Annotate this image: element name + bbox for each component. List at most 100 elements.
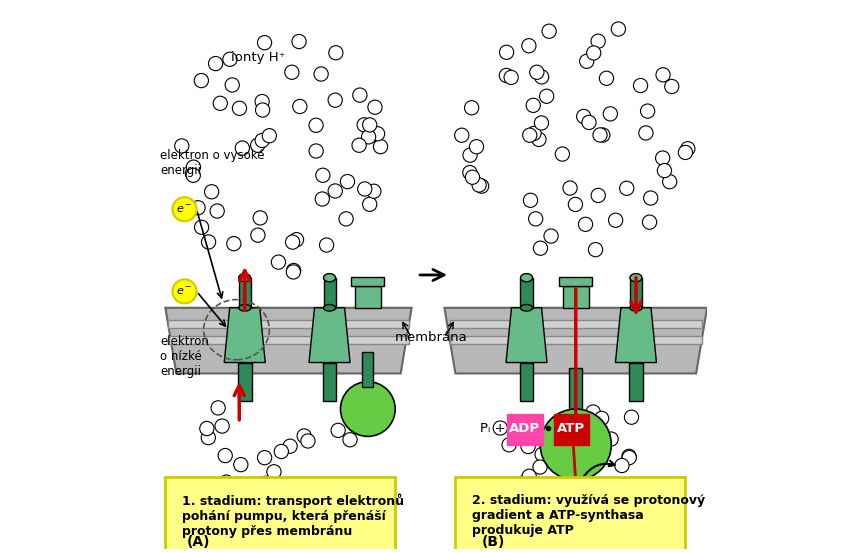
Circle shape xyxy=(540,409,611,480)
Circle shape xyxy=(622,449,636,464)
Circle shape xyxy=(539,89,554,103)
Circle shape xyxy=(586,405,600,419)
Circle shape xyxy=(593,128,607,142)
Bar xyxy=(630,278,642,308)
Circle shape xyxy=(257,35,271,50)
Bar xyxy=(238,278,251,308)
Circle shape xyxy=(665,79,679,94)
Circle shape xyxy=(191,200,205,215)
Circle shape xyxy=(293,99,307,114)
Circle shape xyxy=(251,138,264,152)
Circle shape xyxy=(235,141,250,155)
Circle shape xyxy=(469,140,484,154)
Circle shape xyxy=(623,450,636,465)
Circle shape xyxy=(599,71,614,86)
Circle shape xyxy=(596,128,610,142)
Ellipse shape xyxy=(323,274,336,282)
Text: $e^-$: $e^-$ xyxy=(176,204,192,215)
Circle shape xyxy=(234,458,248,472)
Bar xyxy=(629,363,642,401)
Circle shape xyxy=(526,98,540,113)
Circle shape xyxy=(594,442,608,457)
Circle shape xyxy=(591,188,605,203)
Circle shape xyxy=(522,39,536,53)
Bar xyxy=(563,286,589,308)
Bar xyxy=(323,363,336,401)
Circle shape xyxy=(589,242,603,257)
Polygon shape xyxy=(309,308,350,363)
FancyBboxPatch shape xyxy=(450,336,701,344)
Circle shape xyxy=(535,447,549,461)
Circle shape xyxy=(600,482,614,496)
Circle shape xyxy=(186,168,200,182)
Polygon shape xyxy=(166,308,412,374)
Circle shape xyxy=(219,475,233,489)
Circle shape xyxy=(309,118,323,132)
Circle shape xyxy=(595,411,609,426)
Circle shape xyxy=(474,179,489,193)
Circle shape xyxy=(521,439,535,454)
Circle shape xyxy=(194,220,209,235)
Circle shape xyxy=(358,182,372,196)
Circle shape xyxy=(465,100,479,115)
Circle shape xyxy=(642,215,656,229)
Circle shape xyxy=(524,193,538,208)
Text: $e^-$: $e^-$ xyxy=(176,286,192,297)
FancyBboxPatch shape xyxy=(450,320,701,328)
Circle shape xyxy=(542,24,557,38)
Circle shape xyxy=(205,185,218,199)
Circle shape xyxy=(655,151,670,165)
Text: (B): (B) xyxy=(482,534,505,549)
Circle shape xyxy=(534,116,549,130)
Circle shape xyxy=(328,184,342,198)
Circle shape xyxy=(374,140,388,153)
Circle shape xyxy=(286,263,301,278)
Circle shape xyxy=(283,439,297,453)
Circle shape xyxy=(527,126,541,141)
Circle shape xyxy=(533,241,548,255)
Circle shape xyxy=(225,78,239,92)
Ellipse shape xyxy=(238,274,251,282)
Circle shape xyxy=(253,211,267,225)
Circle shape xyxy=(591,34,605,49)
Circle shape xyxy=(292,34,306,49)
Circle shape xyxy=(643,191,658,205)
Circle shape xyxy=(620,181,634,195)
Circle shape xyxy=(578,217,593,231)
Circle shape xyxy=(587,46,601,60)
Circle shape xyxy=(568,197,583,211)
Circle shape xyxy=(328,93,342,107)
Circle shape xyxy=(529,212,543,226)
Circle shape xyxy=(211,401,225,415)
FancyBboxPatch shape xyxy=(507,415,543,444)
Circle shape xyxy=(186,167,199,181)
Circle shape xyxy=(535,70,549,84)
Circle shape xyxy=(656,68,670,82)
Bar xyxy=(355,286,381,308)
Circle shape xyxy=(609,213,623,227)
Circle shape xyxy=(301,434,315,448)
Circle shape xyxy=(611,22,625,36)
Circle shape xyxy=(257,450,271,465)
Bar xyxy=(323,278,336,308)
Circle shape xyxy=(499,68,513,83)
Circle shape xyxy=(544,229,558,243)
Text: elektron
o nízké
energii: elektron o nízké energii xyxy=(160,335,209,378)
Circle shape xyxy=(624,410,639,424)
Circle shape xyxy=(173,279,197,304)
Circle shape xyxy=(274,480,289,494)
FancyBboxPatch shape xyxy=(168,320,409,328)
Text: (A): (A) xyxy=(186,534,210,549)
Circle shape xyxy=(370,126,385,141)
Text: Pᵢ +: Pᵢ + xyxy=(480,422,510,434)
Circle shape xyxy=(261,484,275,498)
Bar xyxy=(238,363,251,401)
Circle shape xyxy=(227,237,241,251)
Circle shape xyxy=(634,78,648,93)
Circle shape xyxy=(454,128,469,142)
Circle shape xyxy=(297,429,311,443)
Circle shape xyxy=(262,129,277,143)
Polygon shape xyxy=(445,308,707,374)
Circle shape xyxy=(678,145,693,160)
Circle shape xyxy=(493,421,507,435)
